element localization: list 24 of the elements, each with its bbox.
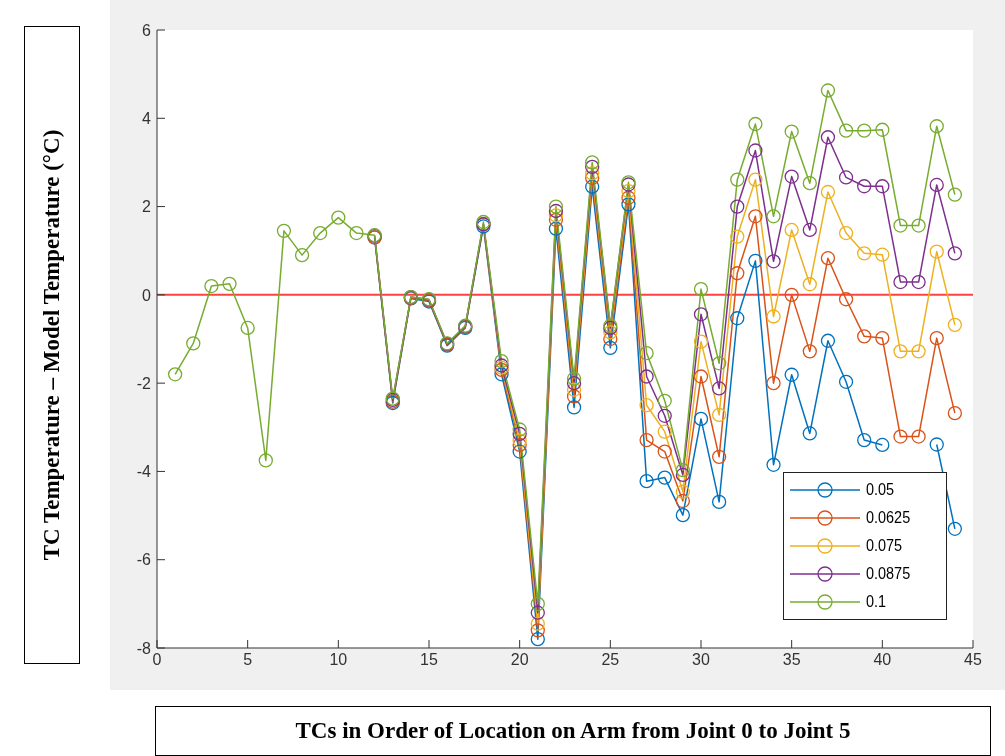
y-tick-label: -8 (136, 639, 152, 657)
x-tick-label: 35 (782, 651, 801, 669)
y-tick-label: -6 (136, 551, 152, 569)
x-tick-label: 10 (329, 651, 348, 669)
x-tick-label: 5 (243, 651, 253, 669)
x-axis-title: TCs in Order of Location on Arm from Joint 0 to Joint 5 (155, 706, 991, 756)
y-tick-label: -2 (136, 374, 152, 392)
x-tick-label: 30 (692, 651, 710, 669)
legend-label: 0.075 (866, 536, 903, 556)
x-tick-label: 25 (601, 651, 620, 669)
legend-label: 0.05 (866, 480, 895, 500)
legend-label: 0.0625 (866, 508, 911, 528)
y-axis-title: TC Temperature – Model Temperature (°C) (39, 129, 65, 561)
y-tick-label: 2 (142, 198, 152, 216)
y-tick-label: -4 (136, 463, 152, 481)
y-tick-label: 0 (142, 286, 152, 304)
legend-label: 0.1 (866, 592, 887, 612)
x-tick-label: 40 (873, 651, 892, 669)
legend-label: 0.0875 (866, 564, 911, 584)
x-tick-label: 45 (964, 651, 982, 669)
x-tick-label: 20 (510, 651, 529, 669)
y-tick-label: 4 (142, 109, 152, 127)
x-tick-label: 15 (420, 651, 438, 669)
y-tick-label: 6 (142, 21, 152, 39)
